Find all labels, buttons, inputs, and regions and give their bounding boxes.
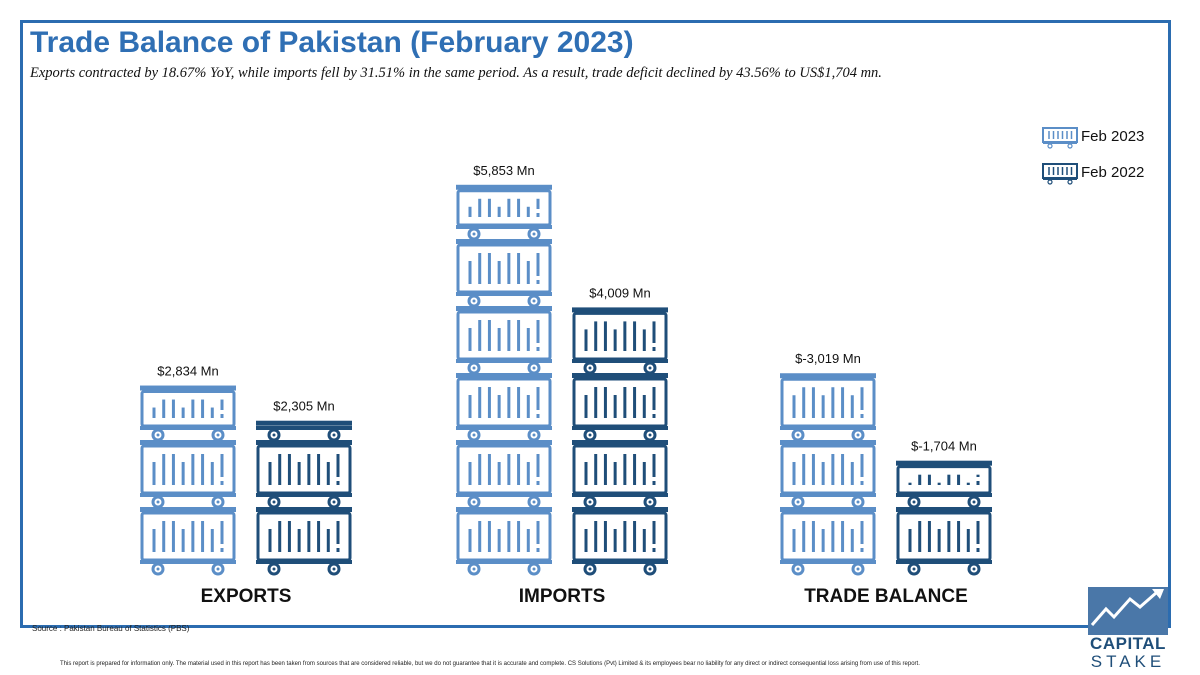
data-label-1-1: $4,009 Mn <box>589 285 650 300</box>
legend-item-0: Feb 2023 <box>1042 127 1144 149</box>
category-label-1: IMPORTS <box>519 586 606 607</box>
bar-0-0 <box>140 385 236 576</box>
disclaimer-note: This report is prepared for information … <box>60 661 920 667</box>
logo-text-stake: STAKE <box>1090 652 1166 671</box>
capital-stake-logo-icon <box>1088 587 1168 635</box>
bar-1-1 <box>572 307 668 576</box>
logo-text-capital: CAPITAL <box>1090 634 1166 653</box>
bar-0-1 <box>456 184 552 576</box>
chart-subtitle: Exports contracted by 18.67% YoY, while … <box>30 65 882 81</box>
bar-1-0 <box>256 420 352 576</box>
source-note: Source : Pakistan Bureau of Statistics (… <box>32 624 190 633</box>
legend-item-1: Feb 2022 <box>1042 163 1144 185</box>
chart-frame <box>20 20 1171 628</box>
data-label-0-0: $2,834 Mn <box>157 364 218 379</box>
legend-label-0: Feb 2023 <box>1081 128 1144 145</box>
legend-label-1: Feb 2022 <box>1081 164 1144 181</box>
chart-title: Trade Balance of Pakistan (February 2023… <box>30 26 634 59</box>
category-label-2: TRADE BALANCE <box>804 586 968 607</box>
data-label-1-0: $2,305 Mn <box>273 399 334 414</box>
data-label-0-1: $5,853 Mn <box>473 163 534 178</box>
bar-0-2 <box>780 373 876 576</box>
data-label-1-2: $-1,704 Mn <box>911 439 977 454</box>
bar-1-2 <box>896 460 992 576</box>
data-label-0-2: $-3,019 Mn <box>795 351 861 366</box>
category-label-0: EXPORTS <box>201 586 292 607</box>
